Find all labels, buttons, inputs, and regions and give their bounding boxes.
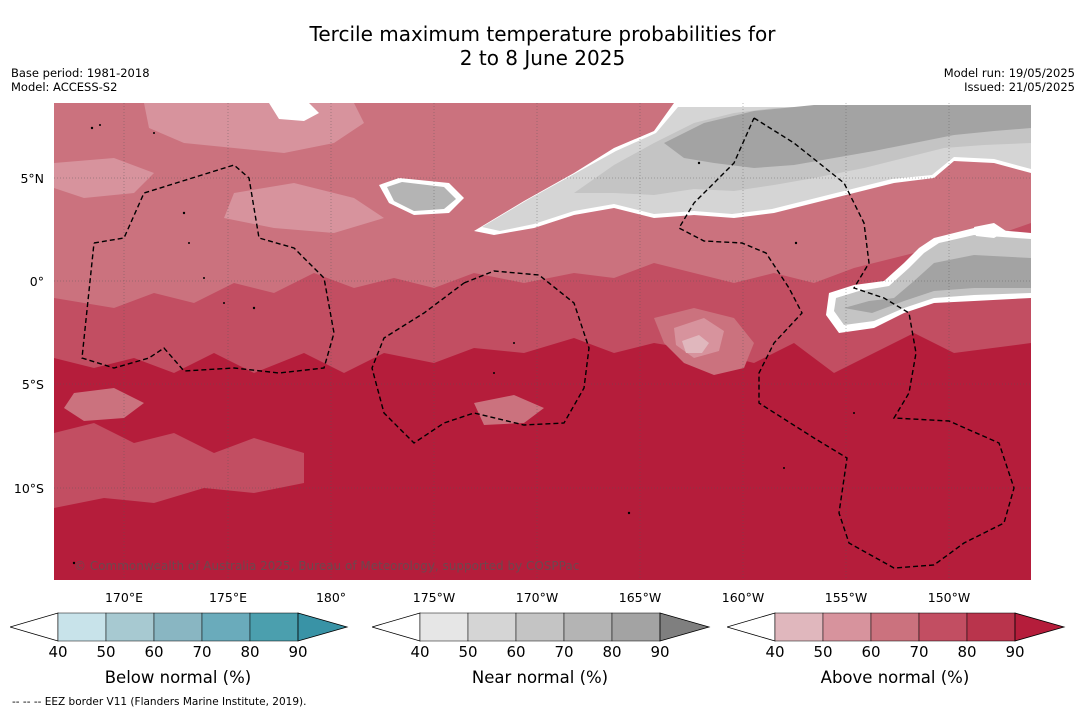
- lat-label-5s: 5°S: [21, 377, 44, 392]
- lon-label-165w: 165°W: [618, 590, 662, 605]
- tick-near-70: 70: [554, 643, 574, 661]
- tick-above-40: 40: [765, 643, 785, 661]
- near-normal-patch-top: [269, 103, 319, 121]
- tick-below-40: 40: [48, 643, 68, 661]
- tick-above-80: 80: [957, 643, 977, 661]
- near-normal-north-70: [664, 105, 1031, 168]
- lat-label-5n: 5°N: [20, 171, 44, 186]
- meta-left: Base period: 1981-2018 Model: ACCESS-S2: [11, 66, 150, 94]
- eez-phoenix: [371, 270, 590, 444]
- colorbar-near: [372, 612, 711, 642]
- lat-label-10s: 10°S: [13, 481, 44, 496]
- near-normal-patch-nw-inner: [387, 182, 456, 211]
- tick-near-40: 40: [410, 643, 430, 661]
- lon-label-150w: 150°W: [927, 590, 971, 605]
- near-normal-small: [974, 223, 1006, 238]
- lon-label-175e: 175°E: [208, 590, 247, 605]
- tick-near-80: 80: [602, 643, 622, 661]
- above-50-band: [54, 103, 384, 233]
- tick-near-90: 90: [650, 643, 670, 661]
- above-60-patches: [64, 308, 754, 425]
- probability-map: [54, 103, 1031, 580]
- title-line-2: 2 to 8 June 2025: [459, 46, 626, 70]
- copyright-notice: © Commonwealth of Australia 2025, Bureau…: [74, 559, 580, 573]
- islands: [72, 124, 855, 565]
- tick-below-80: 80: [240, 643, 260, 661]
- tick-above-90: 90: [1005, 643, 1025, 661]
- above-40-patch: [682, 335, 709, 353]
- lon-label-180: 180°: [315, 590, 347, 605]
- near-normal-east-dark: [844, 255, 1031, 313]
- eez-footnote: -- -- -- EEZ border V11 (Flanders Marine…: [12, 696, 307, 708]
- colorbar-below-title: Below normal (%): [104, 668, 252, 687]
- tick-above-60: 60: [861, 643, 881, 661]
- meta-right: Model run: 19/05/2025 Issued: 21/05/2025: [944, 66, 1075, 94]
- colorbar-above: [727, 612, 1066, 642]
- lat-label-0: 0°: [29, 274, 44, 289]
- lon-label-170e: 170°E: [104, 590, 143, 605]
- colorbar-below: [10, 612, 349, 642]
- lon-label-155w: 155°W: [824, 590, 868, 605]
- tick-above-50: 50: [813, 643, 833, 661]
- eez-kiribati-gilbert: [81, 164, 335, 374]
- graticule: [54, 103, 1031, 580]
- tick-near-50: 50: [458, 643, 478, 661]
- colorbar-above-title: Above normal (%): [820, 668, 970, 687]
- eez-line-islands: [678, 117, 1015, 569]
- base-period: Base period: 1981-2018: [11, 66, 150, 80]
- lon-label-160w: 160°W: [721, 590, 765, 605]
- title-line-1: Tercile maximum temperature probabilitie…: [309, 22, 776, 46]
- tick-below-70: 70: [192, 643, 212, 661]
- model-run: Model run: 19/05/2025: [943, 66, 1075, 80]
- map-title: Tercile maximum temperature probabilitie…: [0, 22, 1085, 70]
- lon-label-170w: 170°W: [515, 590, 559, 605]
- model-name: Model: ACCESS-S2: [11, 80, 118, 94]
- colorbar-near-title: Near normal (%): [471, 668, 609, 687]
- above-70-south-patches: [54, 423, 304, 508]
- map-canvas: [54, 103, 1031, 580]
- tick-near-60: 60: [506, 643, 526, 661]
- lon-label-175w: 175°W: [412, 590, 456, 605]
- tick-below-60: 60: [144, 643, 164, 661]
- tick-below-50: 50: [96, 643, 116, 661]
- tick-below-90: 90: [288, 643, 308, 661]
- eez-borders: [81, 117, 1015, 569]
- tick-above-70: 70: [909, 643, 929, 661]
- issued-date: Issued: 21/05/2025: [964, 80, 1075, 94]
